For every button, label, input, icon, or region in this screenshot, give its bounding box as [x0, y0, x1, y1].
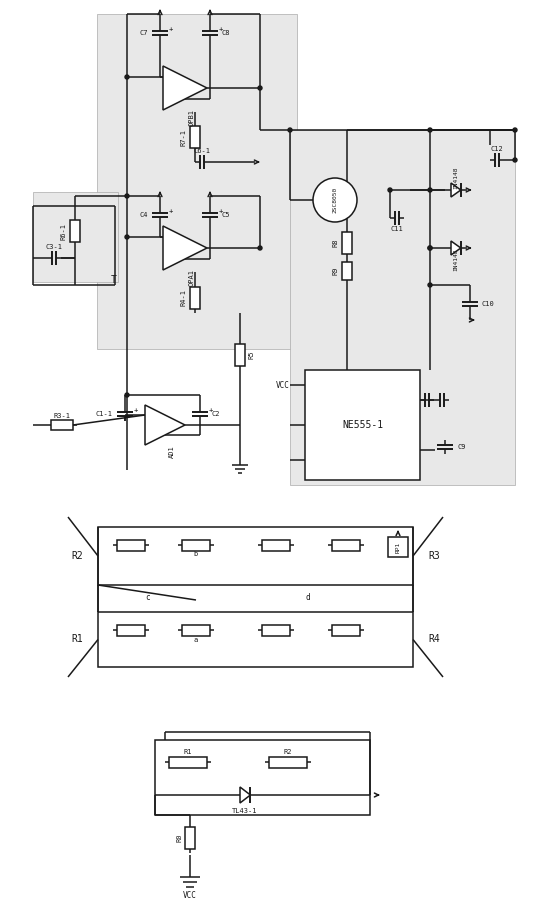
Bar	[342, 262, 352, 280]
Polygon shape	[163, 226, 207, 270]
Text: IN4148: IN4148	[453, 167, 459, 190]
Text: C3-1: C3-1	[46, 244, 62, 250]
Text: b: b	[194, 551, 198, 558]
Text: R2: R2	[284, 749, 292, 756]
Bar	[388, 537, 408, 557]
Text: R6-1: R6-1	[61, 222, 67, 239]
Circle shape	[125, 194, 129, 198]
Bar	[33, 192, 118, 282]
Text: C4: C4	[140, 212, 148, 218]
Text: R5: R5	[248, 351, 254, 359]
Circle shape	[125, 393, 129, 397]
Circle shape	[428, 246, 432, 250]
Bar	[235, 344, 245, 366]
Polygon shape	[451, 241, 461, 255]
Text: VCC: VCC	[276, 381, 290, 389]
Bar	[117, 540, 145, 551]
Circle shape	[513, 128, 517, 132]
Text: R9: R9	[333, 267, 339, 275]
Text: C9: C9	[457, 444, 466, 450]
Bar	[70, 220, 80, 242]
Text: C2: C2	[212, 411, 221, 417]
Text: TL43-1: TL43-1	[232, 808, 258, 814]
Polygon shape	[145, 405, 185, 445]
Text: NE555-1: NE555-1	[342, 420, 383, 430]
Text: C10: C10	[482, 301, 495, 307]
Circle shape	[428, 283, 432, 287]
Text: VCC: VCC	[183, 891, 197, 900]
Bar	[117, 625, 145, 636]
Circle shape	[258, 246, 262, 250]
Text: +: +	[219, 208, 223, 214]
Text: +: +	[134, 407, 138, 413]
Text: R0: R0	[176, 834, 182, 843]
Circle shape	[428, 128, 432, 132]
Polygon shape	[451, 183, 461, 197]
Text: C1-1: C1-1	[96, 411, 113, 417]
Text: C11: C11	[390, 226, 403, 232]
Text: RP1: RP1	[395, 541, 401, 552]
Text: d: d	[306, 592, 310, 601]
Bar	[185, 827, 195, 849]
Circle shape	[258, 86, 262, 90]
Bar	[97, 14, 297, 349]
Circle shape	[513, 158, 517, 162]
Bar	[332, 625, 360, 636]
Text: R1: R1	[71, 635, 83, 645]
Circle shape	[388, 188, 392, 192]
Bar	[98, 527, 413, 585]
Circle shape	[125, 235, 129, 239]
Text: C5: C5	[222, 212, 230, 218]
Bar	[51, 420, 73, 430]
Bar	[332, 540, 360, 551]
Bar	[342, 232, 352, 254]
Text: +: +	[169, 208, 173, 214]
Circle shape	[313, 178, 357, 222]
Text: R7-1: R7-1	[181, 129, 187, 145]
Text: OPB1: OPB1	[189, 109, 195, 125]
Text: AD1: AD1	[169, 445, 175, 458]
Bar	[262, 540, 290, 551]
Circle shape	[288, 128, 292, 132]
Bar	[190, 287, 200, 309]
Bar	[262, 625, 290, 636]
Text: T: T	[111, 275, 117, 285]
Text: R2: R2	[71, 551, 83, 561]
Text: +: +	[169, 26, 173, 32]
Bar	[169, 756, 207, 767]
Circle shape	[428, 246, 432, 250]
Text: C6-1: C6-1	[193, 148, 211, 154]
Polygon shape	[163, 66, 207, 110]
Text: IN4148: IN4148	[453, 249, 459, 271]
Bar	[269, 756, 307, 767]
Bar	[182, 625, 210, 636]
Circle shape	[428, 188, 432, 192]
Text: R1: R1	[184, 749, 192, 756]
Text: +: +	[219, 26, 223, 32]
Text: C7: C7	[140, 30, 148, 36]
Polygon shape	[240, 787, 250, 803]
Bar	[182, 540, 210, 551]
Text: R4: R4	[428, 635, 440, 645]
Text: R4-1: R4-1	[181, 289, 187, 307]
Text: 2SC8050: 2SC8050	[332, 187, 337, 213]
Text: C8: C8	[222, 30, 230, 36]
Bar	[305, 370, 420, 480]
Text: C12: C12	[491, 146, 503, 152]
Circle shape	[125, 75, 129, 79]
Text: R3: R3	[428, 551, 440, 561]
Text: R3-1: R3-1	[54, 413, 70, 419]
Text: a: a	[194, 637, 198, 642]
Bar	[98, 612, 413, 667]
Text: c: c	[146, 592, 150, 601]
Bar	[290, 130, 515, 485]
Bar	[190, 126, 200, 148]
Text: R8: R8	[333, 239, 339, 248]
Text: OPA1: OPA1	[189, 268, 195, 286]
Bar	[155, 740, 370, 815]
Text: +: +	[209, 407, 213, 413]
